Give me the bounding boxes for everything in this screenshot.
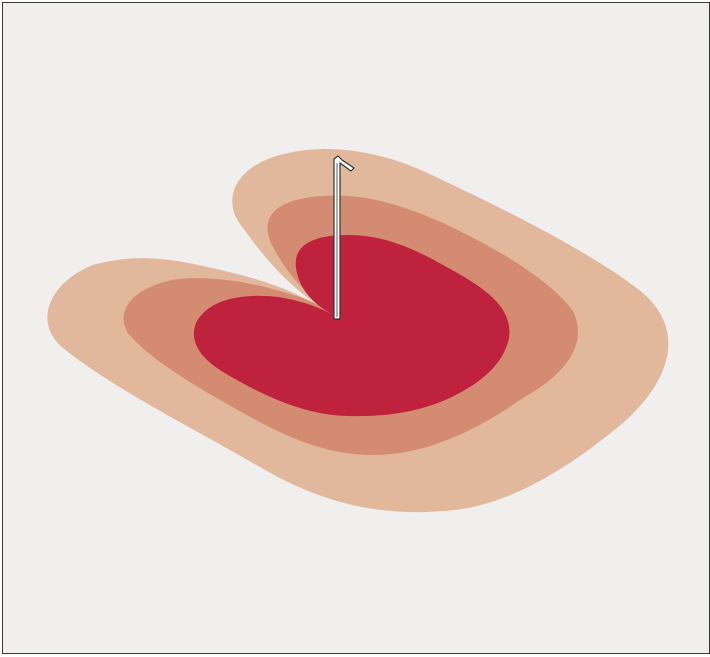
pole-outline [333,155,355,320]
zone-inner [193,235,510,417]
pole-flag-marker [333,155,355,320]
heatmap-canvas [47,149,669,513]
